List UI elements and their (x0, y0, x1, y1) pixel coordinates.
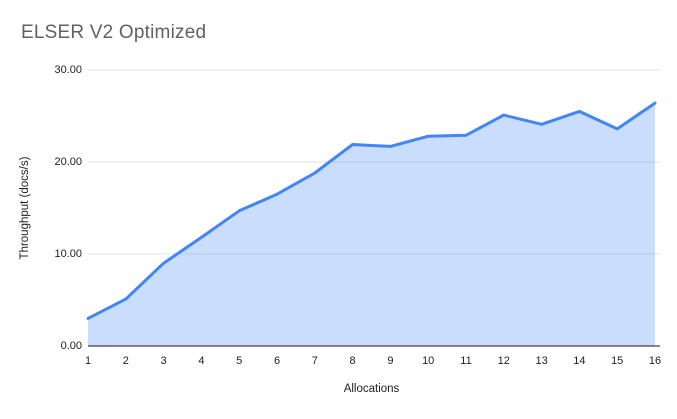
x-tick-label: 10 (422, 355, 435, 367)
area-fill (88, 103, 655, 346)
y-axis-title: Throughput (docs/s) (19, 156, 31, 260)
x-tick-label: 4 (198, 355, 205, 367)
x-tick-label: 11 (460, 355, 472, 367)
x-tick-label: 1 (84, 355, 92, 367)
x-tick-label: 13 (535, 355, 548, 367)
chart-title: ELSER V2 Optimized (21, 22, 207, 43)
x-tick-label: 5 (236, 355, 243, 367)
y-tick-label: 0.00 (60, 340, 82, 352)
series-line (86, 101, 657, 320)
x-tick-label: 7 (311, 355, 318, 367)
x-tick-label: 6 (273, 355, 281, 367)
x-axis-title: Allocations (343, 383, 400, 395)
x-tick-label: 14 (573, 355, 586, 367)
y-tick-label: 30.00 (54, 64, 82, 76)
x-tick-label: 2 (122, 355, 129, 367)
x-tick-label: 8 (349, 355, 356, 367)
x-tick-label: 9 (387, 355, 394, 367)
y-tick-label: 10.00 (54, 248, 82, 260)
x-tick-label: 3 (160, 355, 167, 367)
y-tick-label: 20.00 (54, 156, 82, 168)
x-tick-label: 15 (611, 355, 624, 367)
x-tick-label: 16 (648, 355, 662, 367)
x-tick-label: 12 (497, 355, 510, 367)
